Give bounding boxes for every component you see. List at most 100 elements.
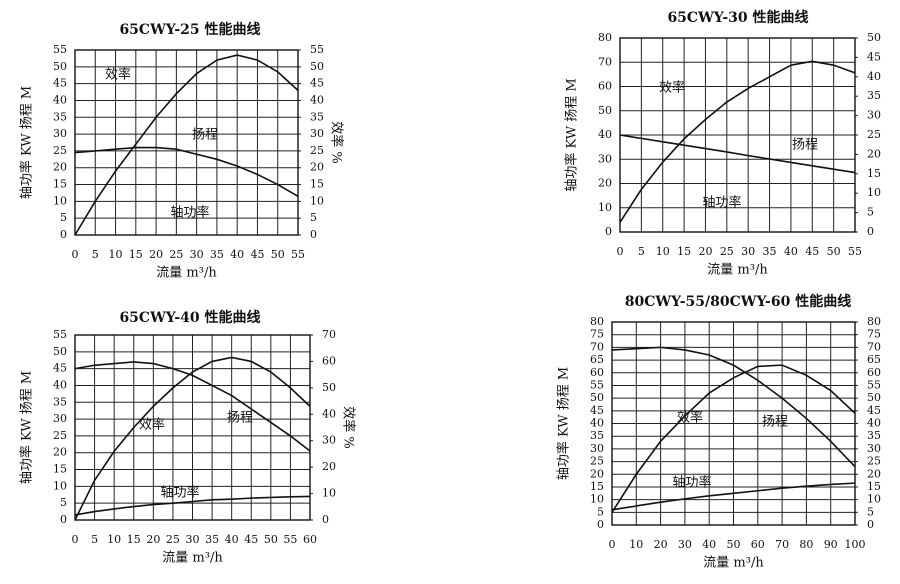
y2-tick-label: 0 <box>867 518 874 531</box>
x-tick-label: 35 <box>210 248 224 261</box>
x-tick-label: 5 <box>638 245 645 258</box>
y-tick-label: 45 <box>53 77 67 90</box>
y2-tick-label: 40 <box>322 407 336 420</box>
x-tick-label: 20 <box>654 538 668 551</box>
y2-tick-label: 40 <box>867 417 881 430</box>
y2-tick-label: 45 <box>310 77 324 90</box>
x-tick-label: 40 <box>230 248 244 261</box>
x-tick-label: 0 <box>72 533 79 546</box>
y-tick-label: 5 <box>60 496 67 509</box>
x-axis-label: 流量 m³/h <box>162 551 223 566</box>
y-tick-label: 55 <box>590 378 604 391</box>
x-tick-label: 5 <box>91 533 98 546</box>
y-tick-label: 15 <box>53 178 67 191</box>
x-tick-label: 50 <box>727 538 741 551</box>
y-tick-label: 10 <box>53 479 67 492</box>
x-tick-label: 70 <box>775 538 789 551</box>
curve-label: 效率 <box>105 67 131 83</box>
y-tick-label: 15 <box>53 463 67 476</box>
y2-tick-label: 55 <box>867 378 881 391</box>
x-tick-label: 10 <box>107 533 121 546</box>
y2-tick-label: 35 <box>867 429 881 442</box>
y-tick-label: 50 <box>53 345 67 358</box>
y2-tick-label: 60 <box>322 354 336 367</box>
y2-tick-label: 70 <box>322 328 336 341</box>
y2-tick-label: 10 <box>867 493 881 506</box>
y-tick-label: 25 <box>53 429 67 442</box>
y-tick-label: 50 <box>53 60 67 73</box>
annotation: 轴功率 <box>702 195 741 211</box>
x-tick-label: 50 <box>827 245 841 258</box>
x-tick-label: 55 <box>848 245 862 258</box>
y-tick-label: 30 <box>598 152 612 165</box>
annotation: 轴功率 <box>170 205 209 221</box>
y-tick-label: 40 <box>590 417 604 430</box>
curve <box>74 54 299 236</box>
x-tick-label: 45 <box>805 245 819 258</box>
y-tick-label: 30 <box>53 412 67 425</box>
y-tick-label: 15 <box>590 480 604 493</box>
y-tick-label: 50 <box>598 104 612 117</box>
x-tick-label: 25 <box>169 248 183 261</box>
y2-tick-label: 15 <box>867 167 881 180</box>
y2-tick-label: 40 <box>867 70 881 83</box>
x-tick-label: 60 <box>303 533 317 546</box>
x-tick-label: 20 <box>698 245 712 258</box>
x-tick-label: 10 <box>629 538 643 551</box>
x-tick-label: 15 <box>127 533 141 546</box>
y-tick-label: 20 <box>590 467 604 480</box>
y-tick-label: 30 <box>53 127 67 140</box>
curve-label: 效率 <box>139 417 165 433</box>
x-tick-label: 60 <box>751 538 765 551</box>
x-tick-label: 50 <box>271 248 285 261</box>
curve-label: 轴功率 <box>672 475 711 491</box>
y-tick-label: 10 <box>590 493 604 506</box>
chart-title: 80CWY-55/80CWY-60 性能曲线 <box>625 293 851 310</box>
y2-tick-label: 80 <box>867 315 881 328</box>
y2-tick-label: 15 <box>867 480 881 493</box>
curve <box>611 482 856 511</box>
plot-frame <box>619 37 856 233</box>
x-tick-label: 90 <box>824 538 838 551</box>
chart-title: 65CWY-25 性能曲线 <box>119 21 260 38</box>
curve <box>74 361 311 452</box>
curve-label: 扬程 <box>192 128 218 143</box>
x-tick-label: 80 <box>799 538 813 551</box>
curve <box>619 60 856 223</box>
chart-title: 65CWY-40 性能曲线 <box>119 309 260 326</box>
curve-label: 效率 <box>677 410 703 426</box>
y2-tick-label: 0 <box>322 513 329 526</box>
y-tick-label: 75 <box>590 328 604 341</box>
y-tick-label: 20 <box>53 446 67 459</box>
y2-tick-label: 75 <box>867 328 881 341</box>
x-tick-label: 40 <box>225 533 239 546</box>
x-tick-label: 45 <box>244 533 258 546</box>
y2-tick-label: 40 <box>310 93 324 106</box>
y-tick-label: 40 <box>53 378 67 391</box>
y2-tick-label: 70 <box>867 340 881 353</box>
curve <box>74 356 311 521</box>
y-tick-label: 45 <box>590 404 604 417</box>
x-tick-label: 15 <box>129 248 143 261</box>
y2-tick-label: 10 <box>867 186 881 199</box>
x-tick-label: 25 <box>166 533 180 546</box>
y-axis-label: 轴功率 KW 扬程 M <box>19 86 35 199</box>
y2-tick-label: 50 <box>322 381 336 394</box>
curve-label: 效率 <box>659 80 685 96</box>
y2-tick-label: 0 <box>867 225 874 238</box>
y2-tick-label: 0 <box>310 228 317 241</box>
curve-label: 扬程 <box>792 138 818 153</box>
y-tick-label: 65 <box>590 353 604 366</box>
x-axis-label: 流量 m³/h <box>156 266 217 281</box>
y2-tick-label: 20 <box>310 161 324 174</box>
x-tick-label: 50 <box>264 533 278 546</box>
y-tick-label: 55 <box>53 43 67 56</box>
y-tick-label: 80 <box>590 315 604 328</box>
x-tick-label: 25 <box>720 245 734 258</box>
y-tick-label: 80 <box>598 31 612 44</box>
y2-tick-label: 35 <box>867 89 881 102</box>
y2-tick-label: 30 <box>867 109 881 122</box>
x-tick-label: 30 <box>678 538 692 551</box>
y2-tick-label: 35 <box>310 110 324 123</box>
x-tick-label: 20 <box>149 248 163 261</box>
